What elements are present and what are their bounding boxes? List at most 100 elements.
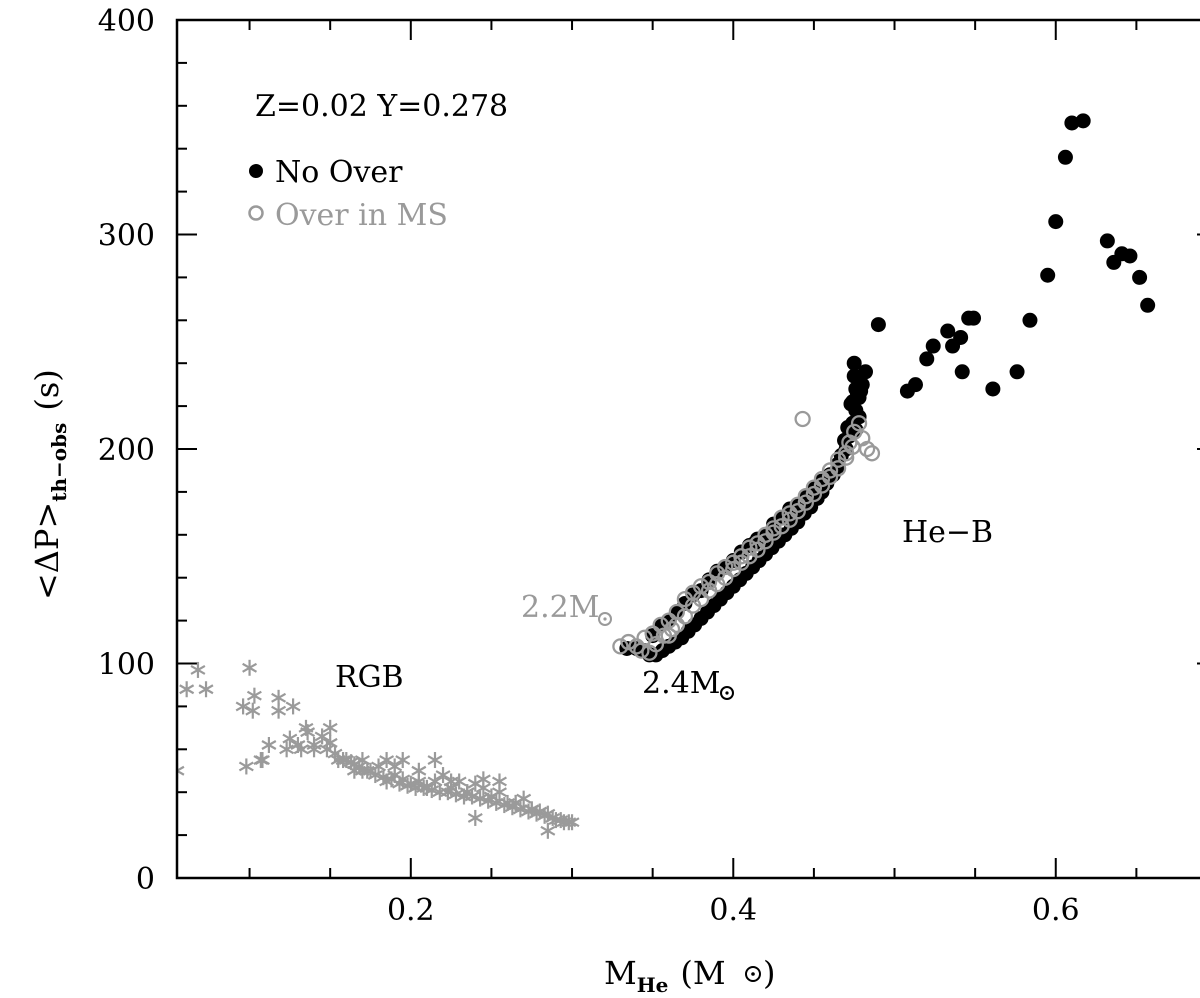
rgb-star-point [540, 822, 556, 839]
over-in-ms-point [644, 625, 661, 642]
over-in-ms-point [805, 485, 823, 503]
over-in-ms-point [620, 633, 637, 651]
over-in-ms-point [692, 591, 710, 608]
legend-title: Z=0.02 Y=0.278 [255, 89, 508, 124]
rgb-star-point [282, 730, 298, 747]
rgb-star-point [395, 752, 411, 769]
rgb-star-point [290, 737, 306, 754]
rgb-star-point [354, 762, 370, 779]
over-in-ms-point [781, 511, 798, 528]
over-in-ms-point [797, 494, 814, 511]
rgb-star-point [392, 775, 407, 792]
rgb-star-point [322, 719, 338, 736]
x-tick-label: 0.4 [709, 893, 757, 928]
over-in-ms-point [749, 535, 766, 552]
over-in-ms-point [717, 558, 734, 576]
over-in-ms-point [633, 642, 650, 659]
legend-marker-no-over [249, 164, 263, 178]
no-over-point [1057, 149, 1073, 165]
plot-frame [175, 18, 1200, 880]
annotation-2-4msun: 2.4M [642, 666, 720, 701]
over-in-ms-point [844, 438, 861, 456]
rgb-star-point [524, 801, 540, 818]
no-over-point [907, 377, 923, 393]
y-tick-label: 400 [98, 4, 155, 39]
rgb-star-point [235, 698, 251, 715]
y-tick-label: 200 [98, 433, 155, 468]
rgb-star-point [271, 702, 287, 719]
rgb-star-point [387, 758, 403, 775]
over-in-ms-point [757, 533, 774, 550]
over-in-ms-point [797, 488, 814, 505]
over-in-ms-point [700, 573, 718, 591]
rgb-star-point [443, 773, 459, 790]
over-in-ms-point [789, 496, 806, 513]
rgb-star-point [238, 758, 254, 775]
rgb-star-point [327, 745, 343, 762]
rgb-star-point [335, 752, 351, 769]
over-in-ms-point [821, 468, 839, 486]
no-over-point [1132, 269, 1148, 285]
over-in-ms-point [612, 638, 629, 655]
rgb-star-point [537, 807, 553, 824]
no-over-point [1040, 267, 1056, 283]
no-over-point [1099, 233, 1115, 249]
annotation-he-b: He−B [902, 515, 993, 550]
svg-text:<ΔP>th−obs(s): <ΔP>th−obs(s) [28, 369, 71, 600]
rgb-star-point [367, 767, 383, 784]
no-over-point [954, 364, 970, 380]
over-in-ms-point [733, 548, 750, 565]
rgb-star-point [472, 790, 488, 807]
no-over-point [953, 329, 969, 345]
rgb-star-point [475, 771, 491, 788]
x-tick-label: 0.2 [387, 893, 435, 928]
no-over-point [940, 323, 956, 339]
no-over-point [966, 310, 982, 326]
rgb-star-point [314, 728, 330, 745]
legend: Z=0.02 Y=0.278 No Over Over in MS [248, 89, 508, 233]
sun-symbol-icon [745, 966, 761, 982]
annotation-2-2msun: 2.2M [521, 590, 599, 625]
over-in-ms-point [821, 462, 839, 479]
sun-symbol-icon [720, 686, 734, 700]
rgb-star-point [448, 786, 464, 803]
rgb-star-point [198, 681, 214, 698]
no-over-point [1140, 297, 1156, 313]
rgb-star-point [246, 687, 262, 704]
no-over-point [1075, 113, 1091, 129]
no-over-point [1022, 312, 1038, 328]
rgb-star-point [564, 814, 580, 831]
over-in-ms-point [628, 638, 645, 655]
rgb-star-point [496, 797, 512, 814]
rgb-star-point [467, 809, 483, 826]
no-over-point [1009, 364, 1025, 380]
y-tick-label: 100 [98, 648, 155, 683]
over-in-ms-point [647, 636, 665, 653]
over-in-ms-point [805, 479, 823, 496]
rgb-star-point [177, 762, 185, 779]
over-in-ms-point [829, 460, 847, 477]
rgb-star-point [261, 737, 277, 754]
x-tick-label: 0.6 [1032, 893, 1080, 928]
axis-ticks [177, 19, 1200, 879]
over-in-ms-point [773, 509, 790, 526]
rgb-star-point [459, 784, 475, 801]
over-in-ms-point [765, 520, 782, 537]
rgb-star-point [375, 769, 391, 786]
rgb-star-point [411, 762, 427, 779]
over-in-ms-point [663, 621, 681, 638]
rgb-star-point [400, 777, 416, 794]
over-in-ms-point [863, 445, 881, 462]
over-in-ms-point [794, 410, 811, 428]
rgb-star-point [427, 752, 443, 769]
over-in-ms-point [789, 503, 806, 520]
tick-labels: 0.2 0.4 0.6 0 100 200 300 400 [98, 4, 1080, 928]
legend-marker-over-in-ms [248, 205, 264, 221]
rgb-star-point [306, 737, 322, 754]
no-over-point [1122, 248, 1138, 264]
y-tick-label: 300 [98, 219, 155, 254]
rgb-star-point [545, 809, 561, 826]
over-in-ms-point [850, 415, 868, 432]
